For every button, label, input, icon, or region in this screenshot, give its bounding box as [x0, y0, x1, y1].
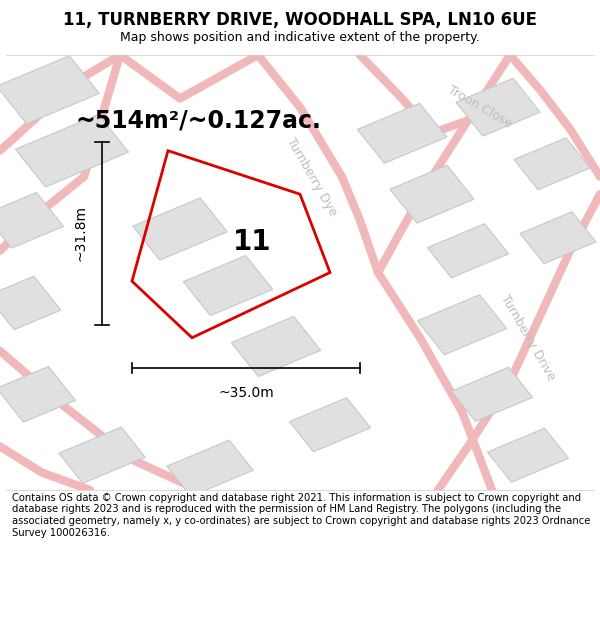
Polygon shape [289, 398, 371, 452]
Polygon shape [232, 316, 320, 376]
Polygon shape [0, 192, 64, 248]
Polygon shape [0, 366, 76, 422]
Text: Troon Close: Troon Close [446, 84, 514, 131]
Polygon shape [133, 198, 227, 260]
Polygon shape [520, 212, 596, 264]
Polygon shape [16, 114, 128, 187]
Text: ~35.0m: ~35.0m [218, 386, 274, 399]
Text: Contains OS data © Crown copyright and database right 2021. This information is : Contains OS data © Crown copyright and d… [12, 492, 590, 538]
Polygon shape [358, 103, 446, 163]
Text: ~31.8m: ~31.8m [73, 206, 87, 261]
Text: Turnberry Drive: Turnberry Drive [498, 292, 558, 383]
Polygon shape [59, 427, 145, 483]
Polygon shape [184, 256, 272, 316]
Polygon shape [487, 428, 569, 483]
Polygon shape [418, 295, 506, 355]
Polygon shape [0, 276, 61, 330]
Text: Turnberry Dye: Turnberry Dye [284, 136, 340, 218]
Text: 11: 11 [233, 228, 271, 256]
Text: ~514m²/~0.127ac.: ~514m²/~0.127ac. [75, 108, 321, 132]
Polygon shape [167, 440, 253, 496]
Text: 11, TURNBERRY DRIVE, WOODHALL SPA, LN10 6UE: 11, TURNBERRY DRIVE, WOODHALL SPA, LN10 … [63, 11, 537, 29]
Polygon shape [427, 224, 509, 278]
Text: Map shows position and indicative extent of the property.: Map shows position and indicative extent… [120, 31, 480, 44]
Polygon shape [390, 165, 474, 223]
Polygon shape [451, 368, 533, 421]
Polygon shape [456, 78, 540, 136]
Polygon shape [514, 138, 590, 190]
Polygon shape [0, 56, 100, 124]
